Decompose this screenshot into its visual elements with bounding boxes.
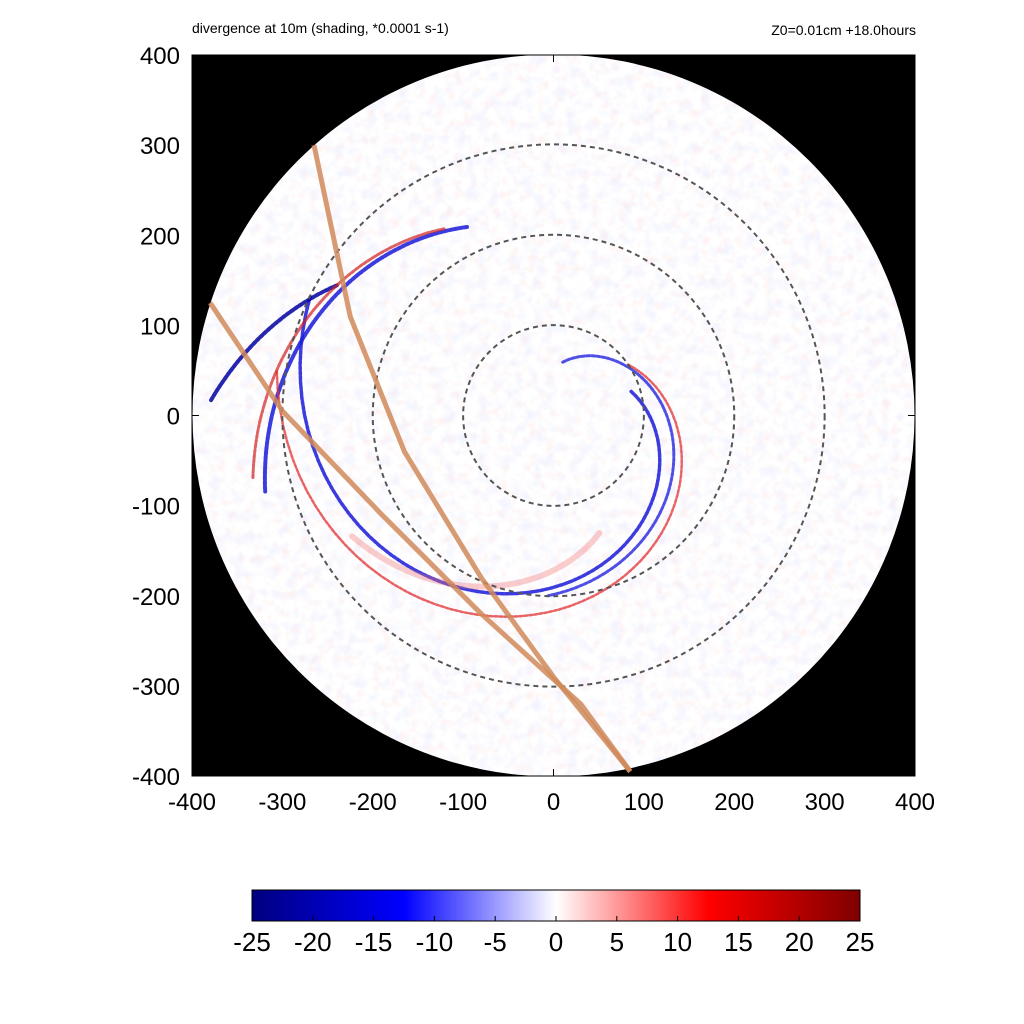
y-tick-label: -200 <box>132 584 180 611</box>
y-tick-label: 400 <box>140 43 180 70</box>
x-tick-label: 300 <box>805 789 845 816</box>
x-tick-label: -300 <box>258 789 306 816</box>
x-tick-label: 100 <box>624 789 664 816</box>
chart-title: divergence at 10m (shading, *0.0001 s-1) <box>192 20 449 36</box>
y-tick-label: 200 <box>140 223 180 250</box>
field-texture-positive <box>192 55 915 776</box>
colorbar-tick-label: -10 <box>416 927 454 957</box>
range-ring <box>281 143 826 688</box>
y-tick-label: 0 <box>167 404 180 431</box>
x-tick-label: -200 <box>349 789 397 816</box>
convergence-band <box>208 283 339 404</box>
divergence-band <box>251 227 446 481</box>
chart-annotation: Z0=0.01cm +18.0hours <box>771 22 916 38</box>
plot-area <box>191 54 916 777</box>
x-tick-label: -400 <box>168 789 216 816</box>
y-tick-label: -300 <box>132 674 180 701</box>
x-tick-label: 200 <box>714 789 754 816</box>
colorbar-tick-label: 15 <box>724 927 753 957</box>
axes: -400 -300 -200 -100 0 100 200 300 400 400 300 200 10… <box>132 43 935 816</box>
convergence-band <box>262 225 469 494</box>
y-tick-label: 100 <box>140 313 180 340</box>
colorbar-tick-label: 20 <box>785 927 814 957</box>
storm-track <box>208 301 633 773</box>
colorbar-tick-label: 5 <box>610 927 624 957</box>
range-rings <box>281 143 826 688</box>
y-tick-label: -400 <box>132 764 180 791</box>
x-tick-label: 400 <box>895 789 935 816</box>
colorbar: -25 -20 -15 -10 -5 0 5 10 15 20 25 <box>233 889 874 957</box>
colorbar-tick-label: 0 <box>549 927 563 957</box>
convergence-band <box>546 354 676 598</box>
colorbar-tick-label: -25 <box>233 927 271 957</box>
divergence-band <box>275 363 683 618</box>
y-tick-label: 300 <box>140 133 180 160</box>
colorbar-tick-label: -5 <box>484 927 507 957</box>
convergence-band <box>298 294 662 596</box>
x-tick-label: 0 <box>547 789 560 816</box>
range-ring <box>462 324 645 507</box>
colorbar-gradient <box>251 889 861 922</box>
range-ring <box>371 233 736 598</box>
x-tick-label: -100 <box>439 789 487 816</box>
storm-tracks <box>208 144 633 774</box>
y-tick-label: -100 <box>132 494 180 521</box>
colorbar-tick-label: -15 <box>355 927 393 957</box>
colorbar-tick-label: 25 <box>846 927 875 957</box>
colorbar-tick-label: -20 <box>294 927 332 957</box>
colorbar-ticks: -25 -20 -15 -10 -5 0 5 10 15 20 25 <box>233 916 874 957</box>
colorbar-tick-label: 10 <box>663 927 692 957</box>
